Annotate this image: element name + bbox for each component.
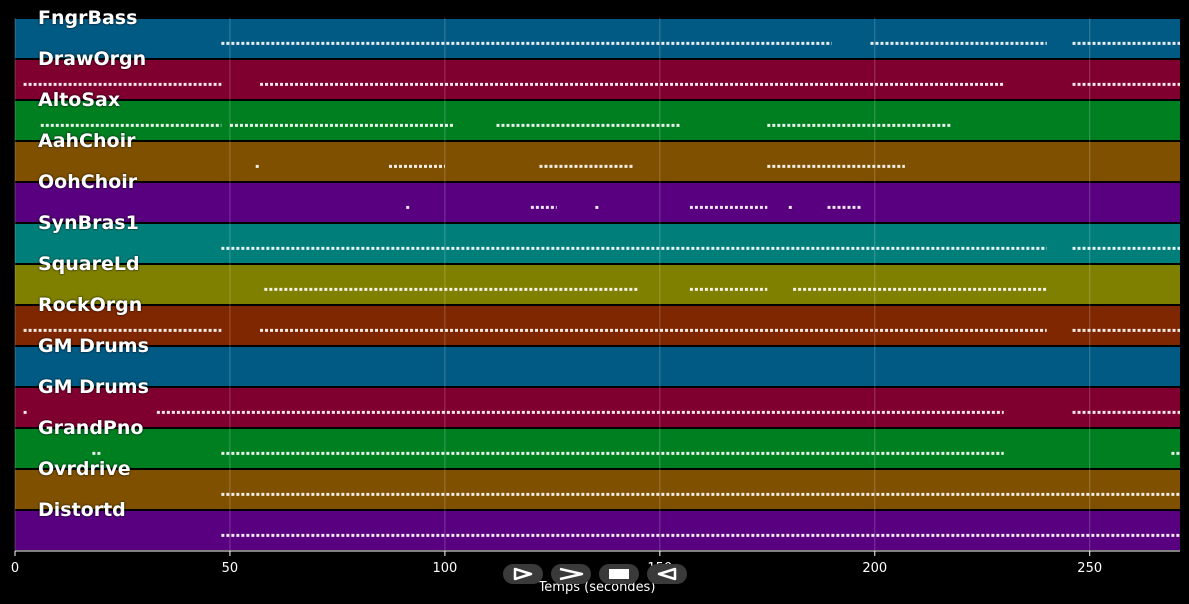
track-lane [15, 511, 1180, 550]
track-lane [15, 429, 1180, 468]
track-lane [15, 19, 1180, 58]
track-label: GM Drums [38, 335, 149, 357]
rewind-icon [657, 567, 677, 581]
track-label: OohChoir [38, 171, 138, 193]
track-lane [15, 183, 1180, 222]
track-lane [15, 470, 1180, 509]
play-outline-icon [513, 567, 533, 581]
track-label: RockOrgn [38, 294, 143, 316]
x-tick-label: 0 [11, 561, 19, 576]
track-label: AltoSax [38, 89, 121, 111]
forward-icon [559, 567, 584, 581]
track-lane [15, 306, 1180, 345]
track-label: SynBras1 [38, 212, 139, 234]
track-label: Ovrdrive [38, 458, 131, 480]
track-lane [15, 101, 1180, 140]
track-label: SquareLd [38, 253, 140, 275]
track-lane [15, 142, 1180, 181]
track-label: Distortd [38, 499, 126, 521]
x-tick-label: 250 [1077, 561, 1102, 576]
x-tick-label: 200 [862, 561, 887, 576]
track-lane [15, 60, 1180, 99]
track-lane [15, 265, 1180, 304]
track-lane [15, 224, 1180, 263]
track-lane [15, 388, 1180, 427]
forward-button[interactable] [551, 564, 591, 584]
track-label: DrawOrgn [38, 48, 147, 70]
x-tick-label: 100 [432, 561, 457, 576]
x-tick-label: 50 [222, 561, 239, 576]
play-button[interactable] [503, 564, 543, 584]
rewind-button[interactable] [647, 564, 687, 584]
track-lane [15, 347, 1180, 386]
transport-controls [503, 564, 687, 584]
track-label: GM Drums [38, 376, 149, 398]
track-label: AahChoir [38, 130, 136, 152]
track-label: GrandPno [38, 417, 144, 439]
track-label: FngrBass [38, 7, 138, 29]
stop-icon [609, 569, 629, 579]
stop-button[interactable] [599, 564, 639, 584]
